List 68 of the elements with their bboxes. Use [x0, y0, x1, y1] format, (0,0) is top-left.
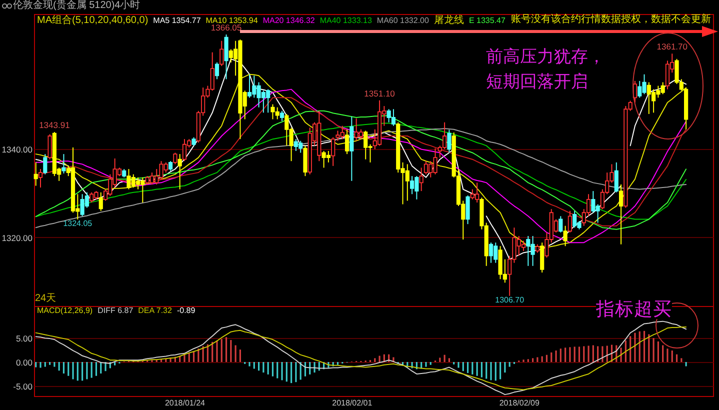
candlestick	[280, 110, 284, 122]
text: MA40 1333.13	[320, 16, 372, 26]
annotation: 账号没有该合约行情数据授权，数据不会更新	[511, 14, 711, 26]
candlestick	[424, 160, 428, 175]
candlestick	[331, 136, 336, 166]
candlestick	[173, 152, 178, 165]
candlestick	[247, 74, 252, 98]
candlestick	[558, 216, 563, 233]
annotation: 指标超买	[596, 298, 672, 319]
candlestick	[568, 210, 572, 233]
candlestick	[466, 194, 470, 225]
candlestick	[614, 162, 618, 193]
candlestick	[178, 154, 182, 190]
candlestick	[358, 128, 364, 140]
annotation: 1361.70	[656, 42, 688, 52]
candlestick	[391, 108, 396, 126]
legend-title: MACD(12,26,9)	[37, 306, 93, 316]
x-tick-label: 2018/02/01	[332, 398, 373, 408]
candlestick	[224, 34, 228, 80]
candlestick	[326, 150, 330, 163]
y-tick-label: -5.00	[13, 381, 33, 392]
chart-title: 伦敦金现(贵金属 5120)4小时	[13, 0, 140, 12]
candlestick	[214, 62, 220, 80]
text: MA10 1353.94	[206, 16, 258, 25]
y-tick-label: 1320.00	[2, 232, 33, 243]
candlestick	[540, 242, 544, 274]
text: DEA 7.32	[138, 306, 172, 316]
y-tick-label: 5.00	[16, 334, 33, 344]
candlestick	[136, 176, 140, 190]
candlestick	[488, 242, 494, 264]
annotation: 1324.05	[63, 218, 93, 228]
candlestick	[220, 40, 224, 66]
candlestick	[447, 129, 452, 154]
text: E 1335.47	[468, 16, 506, 26]
candlestick	[303, 145, 308, 177]
annotation: -0.89	[176, 306, 196, 316]
candlestick	[665, 60, 670, 90]
annotation: 1351.10	[364, 88, 396, 98]
text: MA60 1332.00	[376, 16, 429, 26]
candlestick	[150, 172, 154, 185]
annotation: 1343.91	[39, 120, 70, 130]
candlestick	[419, 167, 424, 192]
y-tick-label: 1340.00	[2, 144, 33, 155]
candlestick	[38, 168, 43, 188]
y-tick-label: 0.00	[16, 358, 33, 368]
text: MA20 1346.32	[262, 16, 315, 26]
candlestick	[563, 225, 568, 247]
candlestick	[62, 154, 66, 174]
text: DIFF 6.87	[98, 306, 134, 316]
candlestick	[521, 240, 526, 252]
annotation: 1366.05	[210, 22, 242, 32]
candlestick	[182, 138, 187, 162]
annotation: 屠龙线	[434, 15, 464, 26]
candlestick	[344, 128, 350, 155]
candlestick	[34, 162, 38, 186]
text: MA5 1354.77	[153, 16, 201, 26]
candlestick	[410, 176, 414, 195]
legend-title: MA组合(5,10,20,40,60,0)	[37, 15, 148, 26]
candlestick	[48, 134, 52, 160]
candlestick	[43, 154, 48, 175]
annotation: 1306.70	[495, 295, 525, 304]
annotation: 24天	[35, 293, 56, 305]
annotation: 前高压力犹存，短期回落开启	[486, 46, 606, 93]
candlestick	[618, 184, 624, 245]
candlestick	[168, 160, 173, 172]
x-tick-label: 2018/01/24	[164, 398, 206, 408]
candlestick	[98, 192, 103, 212]
x-tick-label: 2018/02/09	[499, 398, 540, 408]
